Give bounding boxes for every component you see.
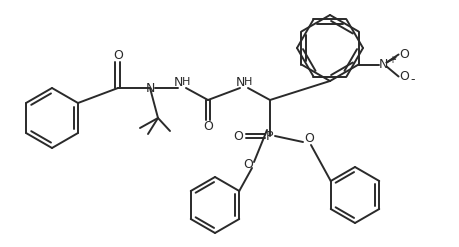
Text: H: H	[243, 77, 252, 87]
Text: N: N	[145, 82, 154, 95]
Text: O: O	[113, 48, 123, 62]
Text: O: O	[399, 70, 409, 83]
Text: P: P	[266, 129, 273, 143]
Text: N: N	[378, 58, 387, 71]
Text: O: O	[202, 121, 213, 133]
Text: N: N	[173, 76, 182, 88]
Text: -: -	[409, 73, 414, 86]
Text: O: O	[399, 48, 409, 61]
Text: O: O	[233, 129, 242, 143]
Text: N: N	[235, 76, 244, 88]
Text: O: O	[303, 132, 313, 145]
Text: O: O	[242, 159, 252, 171]
Text: H: H	[181, 77, 190, 87]
Text: +: +	[387, 55, 395, 64]
